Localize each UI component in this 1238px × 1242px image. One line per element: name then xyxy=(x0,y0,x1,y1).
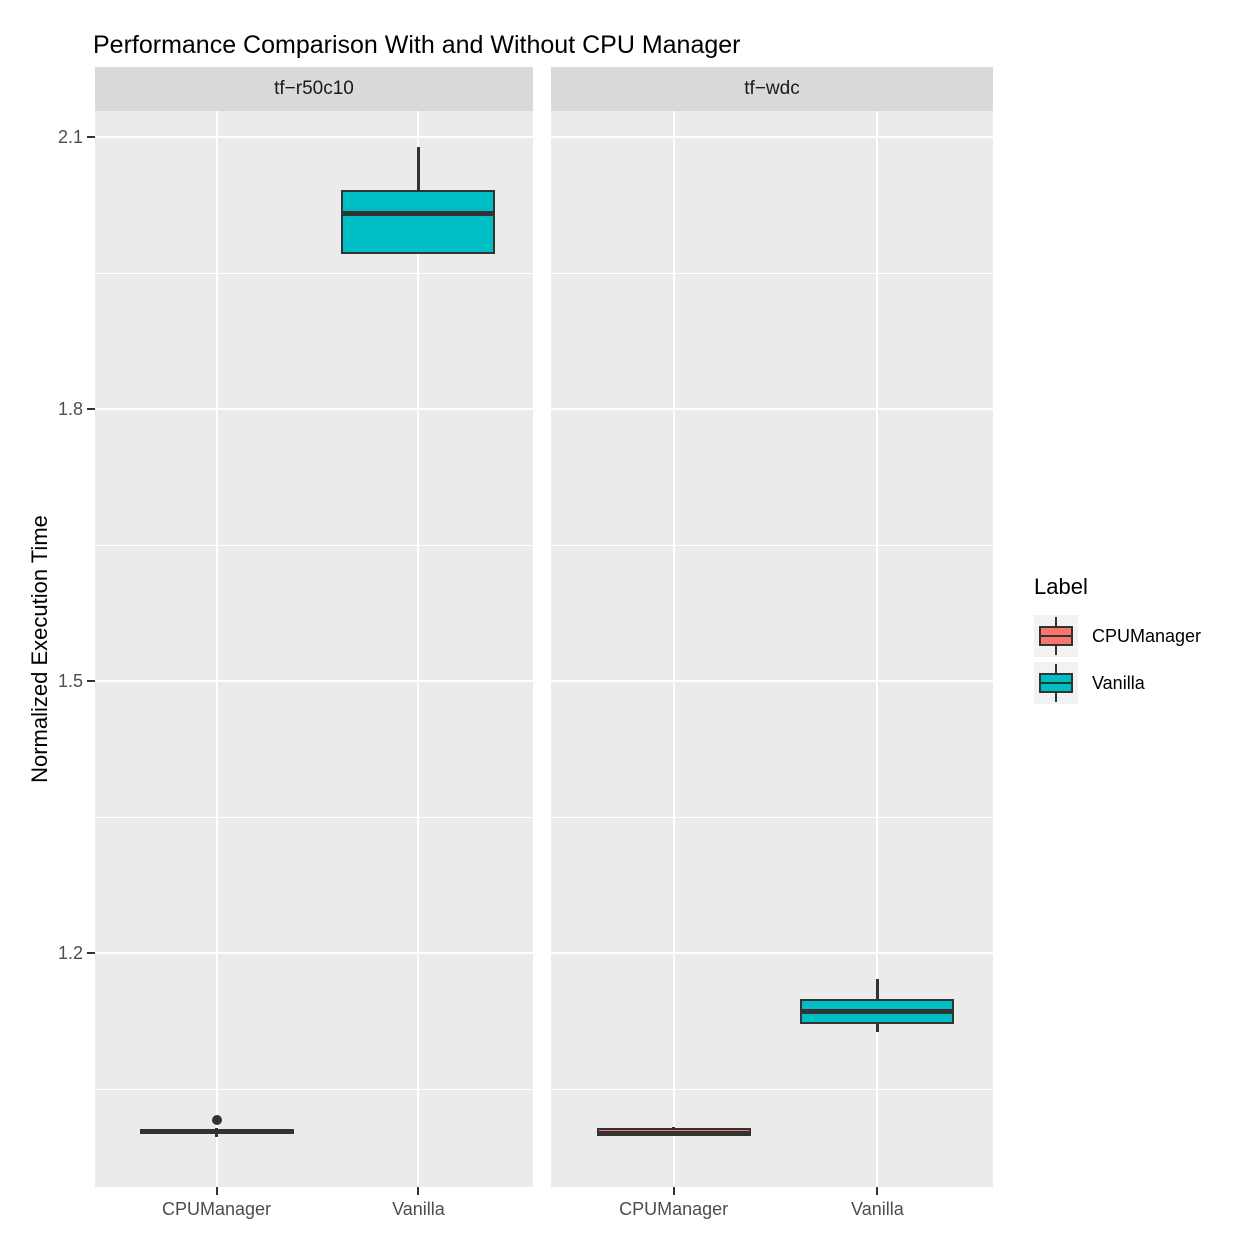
gridline-minor-h xyxy=(551,817,993,818)
legend-items: CPUManager Vanilla xyxy=(1034,615,1238,704)
y-axis-tick xyxy=(87,680,95,682)
legend-title: Label xyxy=(1034,574,1088,599)
gridline-major-v xyxy=(876,111,879,1187)
box-whisker-upper xyxy=(215,1127,218,1129)
facet-strip: tf−r50c10 xyxy=(95,67,533,111)
legend-key-boxplot-icon xyxy=(1034,662,1078,704)
gridline-major-v xyxy=(672,111,675,1187)
box-whisker-upper xyxy=(417,146,420,190)
legend: Label CPUManager Vanilla xyxy=(1034,574,1238,709)
y-axis-tick-label: 1.2 xyxy=(57,943,83,963)
x-axis-tick-label: CPUManager xyxy=(619,1199,729,1219)
gridline-major-h xyxy=(95,136,533,138)
box-whisker-lower xyxy=(215,1134,218,1138)
y-axis-tick xyxy=(87,408,95,410)
gridline-minor-h xyxy=(551,273,993,274)
legend-item-label: Vanilla xyxy=(1092,672,1145,693)
box-whisker-upper xyxy=(876,979,879,1000)
y-axis-tick xyxy=(87,136,95,138)
x-axis-tick-label: Vanilla xyxy=(392,1199,445,1219)
facet-panel xyxy=(95,111,533,1187)
gridline-minor-h xyxy=(95,273,533,274)
gridline-major-h xyxy=(95,952,533,954)
box-median xyxy=(596,1130,751,1136)
gridline-minor-h xyxy=(551,1089,993,1090)
x-axis-tick xyxy=(215,1187,218,1195)
box-median xyxy=(800,1009,955,1015)
box-whisker-upper xyxy=(672,1127,675,1128)
y-axis-tick xyxy=(87,952,95,954)
legend-key-median xyxy=(1039,681,1073,685)
chart-title: Performance Comparison With and Without … xyxy=(93,31,741,59)
x-axis-tick xyxy=(876,1187,879,1195)
gridline-major-h xyxy=(551,680,993,682)
gridline-minor-h xyxy=(95,545,533,546)
y-axis-tick-label: 2.1 xyxy=(57,127,83,147)
gridline-major-h xyxy=(551,952,993,954)
legend-item-label: CPUManager xyxy=(1092,625,1202,646)
gridline-major-h xyxy=(95,680,533,682)
x-axis-tick-label: Vanilla xyxy=(851,1199,904,1219)
legend-item: Vanilla xyxy=(1034,662,1238,704)
box-median xyxy=(139,1129,294,1135)
gridline-minor-h xyxy=(95,1089,533,1090)
gridline-major-v xyxy=(417,111,420,1187)
box-median xyxy=(341,210,496,216)
facet-strip: tf−wdc xyxy=(551,67,993,111)
x-axis-tick xyxy=(417,1187,420,1195)
gridline-minor-h xyxy=(551,545,993,546)
gridline-major-h xyxy=(95,408,533,410)
legend-key-boxplot-icon xyxy=(1034,615,1078,657)
y-axis-tick-label: 1.5 xyxy=(57,671,83,691)
facet-panel xyxy=(551,111,993,1187)
box-outlier xyxy=(211,1114,222,1125)
box-iqr xyxy=(341,189,496,254)
gridline-minor-h xyxy=(95,817,533,818)
legend-item: CPUManager xyxy=(1034,615,1238,657)
legend-key-median xyxy=(1039,634,1073,638)
x-axis-tick-label: CPUManager xyxy=(162,1199,272,1219)
x-axis-tick xyxy=(672,1187,675,1195)
gridline-major-h xyxy=(551,136,993,138)
box-whisker-lower xyxy=(876,1023,879,1032)
gridline-major-h xyxy=(551,408,993,410)
gridline-major-v xyxy=(215,111,218,1187)
y-axis-tick-label: 1.8 xyxy=(57,399,83,419)
